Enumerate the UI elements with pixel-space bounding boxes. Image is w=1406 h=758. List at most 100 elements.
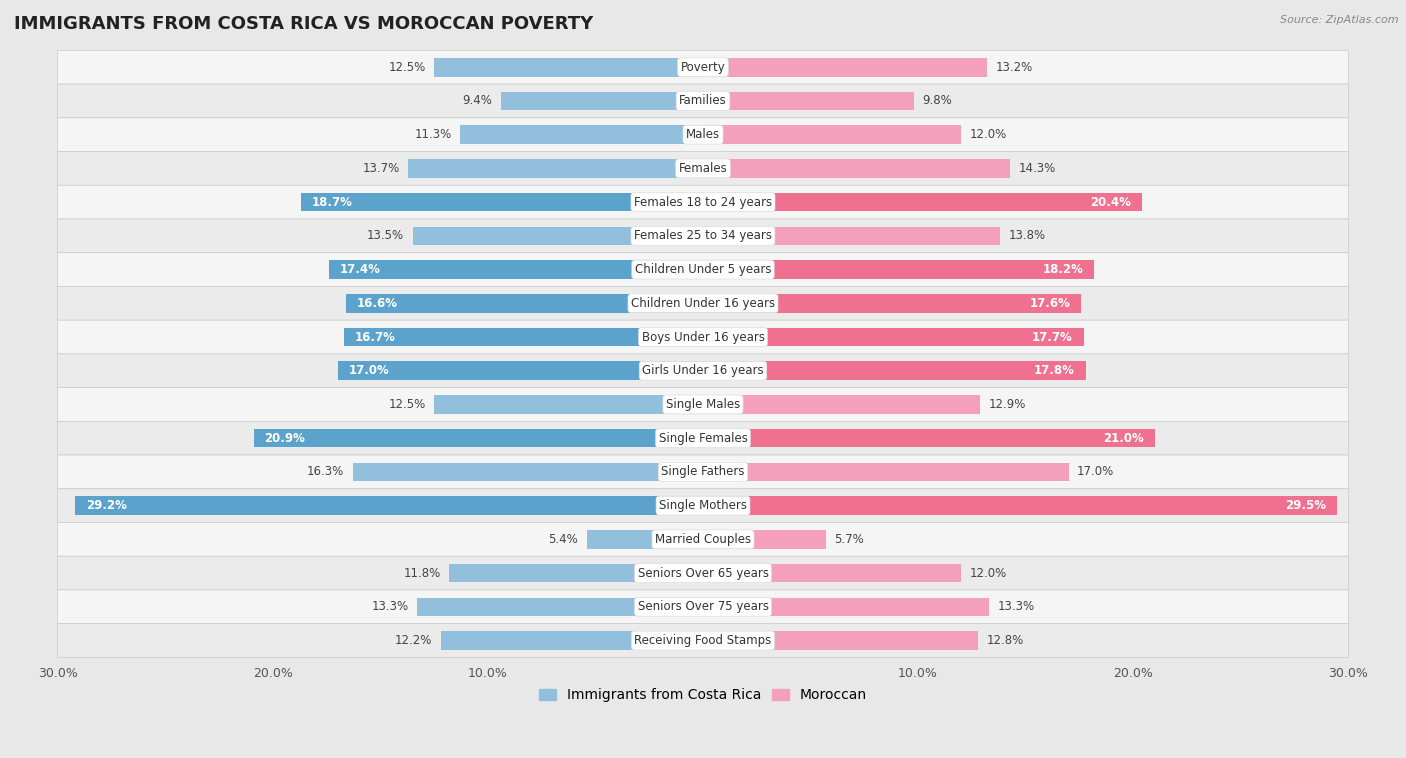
Bar — [703, 564, 960, 582]
Bar — [703, 597, 988, 616]
Text: 29.2%: 29.2% — [86, 499, 127, 512]
Bar — [703, 92, 914, 110]
Bar — [703, 159, 1011, 177]
Text: 17.7%: 17.7% — [1032, 330, 1073, 343]
FancyBboxPatch shape — [58, 489, 1348, 522]
Bar — [703, 294, 1081, 312]
Bar — [703, 193, 1142, 211]
FancyBboxPatch shape — [58, 320, 1348, 354]
Bar — [346, 294, 703, 312]
Text: Seniors Over 75 years: Seniors Over 75 years — [637, 600, 769, 613]
Text: 18.7%: 18.7% — [312, 196, 353, 208]
Text: Poverty: Poverty — [681, 61, 725, 74]
Text: 13.5%: 13.5% — [367, 230, 404, 243]
Legend: Immigrants from Costa Rica, Moroccan: Immigrants from Costa Rica, Moroccan — [533, 683, 873, 708]
Text: 14.3%: 14.3% — [1019, 162, 1056, 175]
Text: 17.8%: 17.8% — [1033, 365, 1076, 377]
Bar — [418, 597, 703, 616]
Bar — [434, 395, 703, 414]
Text: 13.7%: 13.7% — [363, 162, 399, 175]
Text: 12.0%: 12.0% — [970, 566, 1007, 580]
Bar — [337, 362, 703, 380]
Text: 11.8%: 11.8% — [404, 566, 440, 580]
FancyBboxPatch shape — [58, 522, 1348, 556]
Text: 12.5%: 12.5% — [388, 61, 426, 74]
Text: Married Couples: Married Couples — [655, 533, 751, 546]
Text: Single Females: Single Females — [658, 432, 748, 445]
Bar — [703, 530, 825, 549]
Bar — [75, 496, 703, 515]
Text: 9.4%: 9.4% — [463, 95, 492, 108]
Text: 17.4%: 17.4% — [340, 263, 381, 276]
FancyBboxPatch shape — [58, 252, 1348, 287]
Bar — [703, 395, 980, 414]
Bar — [703, 260, 1094, 279]
Text: Boys Under 16 years: Boys Under 16 years — [641, 330, 765, 343]
Text: 5.4%: 5.4% — [548, 533, 578, 546]
Text: 16.7%: 16.7% — [354, 330, 395, 343]
Text: 16.3%: 16.3% — [307, 465, 344, 478]
Bar — [703, 496, 1337, 515]
Bar — [460, 125, 703, 144]
Bar — [703, 227, 1000, 245]
Text: 21.0%: 21.0% — [1102, 432, 1143, 445]
Text: 17.0%: 17.0% — [1077, 465, 1115, 478]
Text: 12.8%: 12.8% — [987, 634, 1024, 647]
FancyBboxPatch shape — [58, 219, 1348, 252]
Bar — [409, 159, 703, 177]
Text: 9.8%: 9.8% — [922, 95, 952, 108]
FancyBboxPatch shape — [58, 50, 1348, 84]
Bar — [703, 462, 1069, 481]
Text: 5.7%: 5.7% — [834, 533, 863, 546]
Bar — [353, 462, 703, 481]
Bar — [703, 58, 987, 77]
FancyBboxPatch shape — [58, 117, 1348, 152]
Text: Single Mothers: Single Mothers — [659, 499, 747, 512]
Bar — [703, 125, 960, 144]
Text: 16.6%: 16.6% — [357, 297, 398, 310]
Text: Females 18 to 24 years: Females 18 to 24 years — [634, 196, 772, 208]
FancyBboxPatch shape — [58, 84, 1348, 117]
Text: Single Males: Single Males — [666, 398, 740, 411]
Bar — [586, 530, 703, 549]
Bar — [440, 631, 703, 650]
Bar — [434, 58, 703, 77]
Text: Females: Females — [679, 162, 727, 175]
Bar — [413, 227, 703, 245]
Bar — [329, 260, 703, 279]
Bar — [450, 564, 703, 582]
Text: Single Fathers: Single Fathers — [661, 465, 745, 478]
Bar — [703, 631, 979, 650]
Text: 18.2%: 18.2% — [1043, 263, 1084, 276]
Text: 12.9%: 12.9% — [988, 398, 1026, 411]
Text: Receiving Food Stamps: Receiving Food Stamps — [634, 634, 772, 647]
Bar — [253, 429, 703, 447]
FancyBboxPatch shape — [58, 421, 1348, 455]
FancyBboxPatch shape — [58, 590, 1348, 624]
Text: 29.5%: 29.5% — [1285, 499, 1326, 512]
FancyBboxPatch shape — [58, 354, 1348, 387]
Text: 12.0%: 12.0% — [970, 128, 1007, 141]
FancyBboxPatch shape — [58, 152, 1348, 185]
Text: Females 25 to 34 years: Females 25 to 34 years — [634, 230, 772, 243]
Text: 13.3%: 13.3% — [997, 600, 1035, 613]
FancyBboxPatch shape — [58, 287, 1348, 320]
FancyBboxPatch shape — [58, 387, 1348, 421]
FancyBboxPatch shape — [58, 556, 1348, 590]
Text: 17.6%: 17.6% — [1029, 297, 1070, 310]
Text: Families: Families — [679, 95, 727, 108]
Text: Girls Under 16 years: Girls Under 16 years — [643, 365, 763, 377]
Text: 13.3%: 13.3% — [371, 600, 409, 613]
Text: Children Under 16 years: Children Under 16 years — [631, 297, 775, 310]
Bar — [703, 327, 1084, 346]
Text: Source: ZipAtlas.com: Source: ZipAtlas.com — [1281, 15, 1399, 25]
Bar — [501, 92, 703, 110]
Text: 11.3%: 11.3% — [415, 128, 451, 141]
Text: 17.0%: 17.0% — [349, 365, 389, 377]
Text: 12.2%: 12.2% — [395, 634, 432, 647]
Bar — [301, 193, 703, 211]
Text: IMMIGRANTS FROM COSTA RICA VS MOROCCAN POVERTY: IMMIGRANTS FROM COSTA RICA VS MOROCCAN P… — [14, 15, 593, 33]
Text: 20.9%: 20.9% — [264, 432, 305, 445]
Text: 12.5%: 12.5% — [388, 398, 426, 411]
Text: Males: Males — [686, 128, 720, 141]
